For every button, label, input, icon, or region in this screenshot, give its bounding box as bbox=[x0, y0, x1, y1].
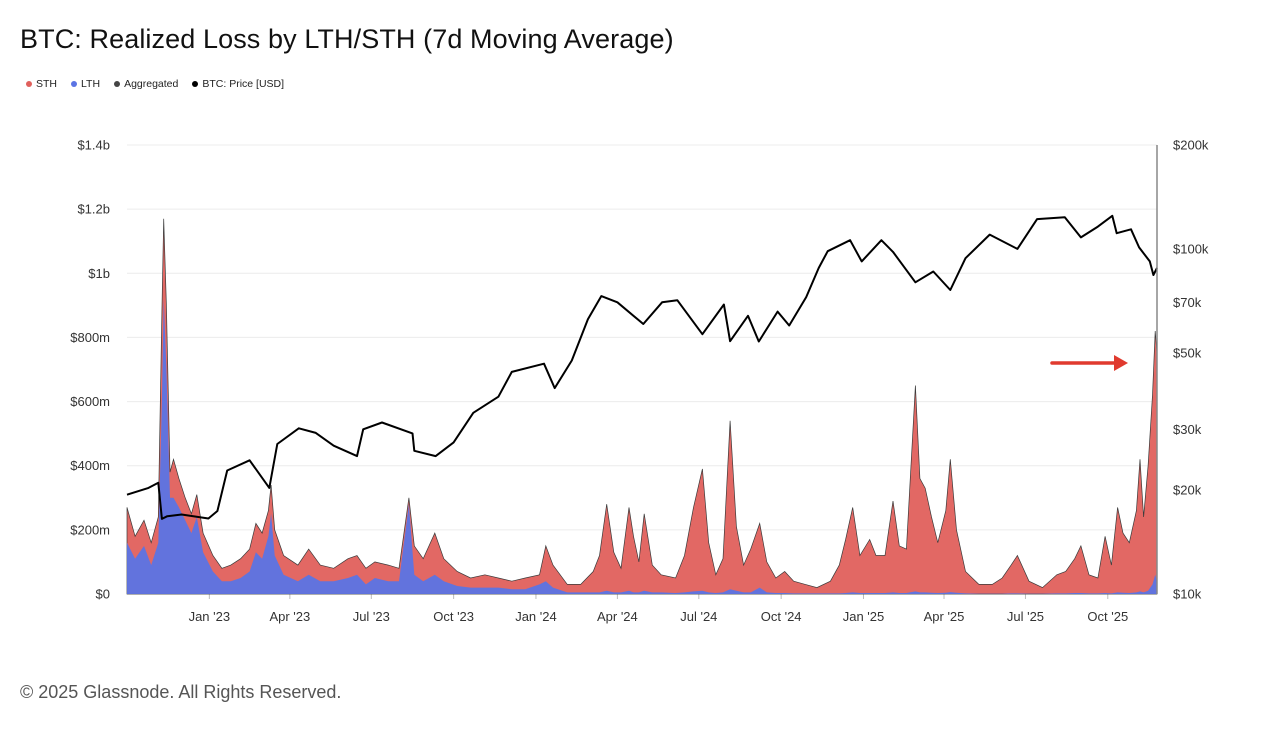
legend-dot-price bbox=[192, 81, 199, 87]
x-tick-label: Jul '25 bbox=[1007, 609, 1044, 624]
left-tick-label: $0 bbox=[96, 587, 110, 602]
legend-item-price[interactable]: BTC: Price [USD] bbox=[192, 78, 284, 90]
right-tick-label: $30k bbox=[1173, 422, 1202, 437]
copyright: © 2025 Glassnode. All Rights Reserved. bbox=[20, 682, 342, 702]
right-tick-label: $100k bbox=[1173, 241, 1209, 256]
arrow-head bbox=[1114, 355, 1128, 371]
x-tick-label: Jan '23 bbox=[189, 609, 231, 624]
legend-item-aggregated[interactable]: Aggregated bbox=[114, 78, 178, 90]
left-tick-label: $200m bbox=[70, 522, 110, 537]
x-tick-label: Apr '24 bbox=[597, 609, 638, 624]
legend: STH LTH Aggregated BTC: Price [USD] bbox=[26, 78, 284, 90]
x-axis: Jan '23 Apr '23 Jul '23 Oct '23 Jan '24 Apr '… bbox=[189, 594, 1128, 624]
left-tick-label: $600m bbox=[70, 394, 110, 409]
chart-title: BTC: Realized Loss by LTH/STH (7d Moving… bbox=[20, 24, 674, 54]
series-layer bbox=[126, 145, 1158, 595]
legend-item-sth[interactable]: STH bbox=[26, 78, 57, 90]
x-tick-label: Jul '24 bbox=[680, 609, 717, 624]
x-tick-label: Apr '25 bbox=[924, 609, 965, 624]
legend-dot-aggregated bbox=[114, 81, 121, 87]
right-tick-label: $20k bbox=[1173, 483, 1202, 498]
left-tick-label: $1.4b bbox=[77, 138, 110, 153]
x-tick-label: Apr '23 bbox=[269, 609, 310, 624]
x-tick-label: Oct '25 bbox=[1087, 609, 1128, 624]
legend-label-price: BTC: Price [USD] bbox=[202, 78, 285, 90]
left-tick-label: $400m bbox=[70, 458, 110, 473]
left-tick-label: $1b bbox=[88, 266, 110, 281]
right-tick-label: $10k bbox=[1173, 587, 1202, 602]
legend-label-lth: LTH bbox=[81, 78, 101, 90]
right-tick-label: $70k bbox=[1173, 295, 1202, 310]
price-line bbox=[126, 214, 1158, 520]
x-tick-label: Oct '24 bbox=[761, 609, 802, 624]
x-tick-label: Jul '23 bbox=[353, 609, 390, 624]
left-tick-label: $1.2b bbox=[77, 202, 110, 217]
legend-label-aggregated: Aggregated bbox=[124, 78, 179, 90]
x-tick-label: Jan '24 bbox=[515, 609, 557, 624]
right-tick-label: $50k bbox=[1173, 345, 1202, 360]
x-tick-label: Oct '23 bbox=[433, 609, 474, 624]
x-tick-label: Jan '25 bbox=[843, 609, 885, 624]
right-tick-label: $200k bbox=[1173, 138, 1209, 153]
left-tick-label: $800m bbox=[70, 330, 110, 345]
legend-dot-sth bbox=[26, 81, 32, 87]
annotation-layer bbox=[1050, 355, 1128, 371]
gridlines bbox=[127, 144, 1157, 595]
sth-area bbox=[126, 218, 1158, 595]
legend-label-sth: STH bbox=[36, 78, 57, 90]
left-axis: $0 $200m $400m $600m $800m $1b $1.2b $1.4b bbox=[70, 138, 110, 602]
legend-item-lth[interactable]: LTH bbox=[71, 78, 100, 90]
right-axis: $10k $20k $30k $50k $70k $100k $200k bbox=[1173, 138, 1209, 602]
legend-dot-lth bbox=[71, 81, 77, 87]
